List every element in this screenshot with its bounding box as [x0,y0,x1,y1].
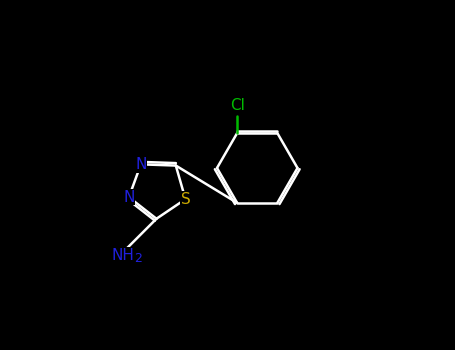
Text: S: S [181,192,190,207]
Text: 2: 2 [134,252,142,266]
Text: N: N [135,157,147,172]
Text: Cl: Cl [230,98,245,113]
Text: NH: NH [112,248,135,263]
Text: N: N [123,190,135,205]
